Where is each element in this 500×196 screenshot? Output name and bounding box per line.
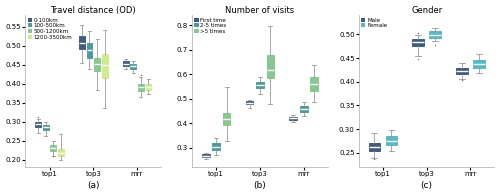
PathPatch shape	[123, 61, 128, 66]
PathPatch shape	[223, 113, 230, 125]
PathPatch shape	[130, 64, 136, 69]
X-axis label: (b): (b)	[254, 181, 266, 191]
PathPatch shape	[138, 84, 143, 91]
PathPatch shape	[256, 82, 264, 88]
PathPatch shape	[246, 101, 254, 104]
PathPatch shape	[146, 84, 152, 91]
Title: Number of visits: Number of visits	[226, 5, 294, 15]
Title: Gender: Gender	[411, 5, 442, 15]
Title: Travel distance (OD): Travel distance (OD)	[50, 5, 136, 15]
PathPatch shape	[50, 145, 56, 151]
PathPatch shape	[473, 60, 484, 67]
X-axis label: (a): (a)	[87, 181, 100, 191]
Legend: 0-100km, 100-500km, 500-1200km, 1200-3500km: 0-100km, 100-500km, 500-1200km, 1200-350…	[26, 16, 74, 41]
PathPatch shape	[386, 136, 397, 145]
PathPatch shape	[456, 68, 468, 74]
PathPatch shape	[79, 36, 85, 49]
PathPatch shape	[58, 149, 64, 156]
PathPatch shape	[202, 154, 209, 157]
PathPatch shape	[36, 122, 41, 126]
PathPatch shape	[43, 125, 49, 130]
PathPatch shape	[290, 117, 297, 120]
PathPatch shape	[430, 32, 441, 38]
Legend: First time, 2-5 times, >5 times: First time, 2-5 times, >5 times	[194, 16, 228, 35]
PathPatch shape	[212, 143, 220, 151]
PathPatch shape	[102, 54, 108, 78]
PathPatch shape	[266, 55, 274, 78]
Legend: Male, Female: Male, Female	[360, 16, 388, 30]
X-axis label: (c): (c)	[420, 181, 432, 191]
PathPatch shape	[86, 43, 92, 58]
PathPatch shape	[310, 77, 318, 91]
PathPatch shape	[368, 143, 380, 151]
PathPatch shape	[94, 58, 100, 72]
PathPatch shape	[300, 106, 308, 112]
PathPatch shape	[412, 39, 424, 46]
